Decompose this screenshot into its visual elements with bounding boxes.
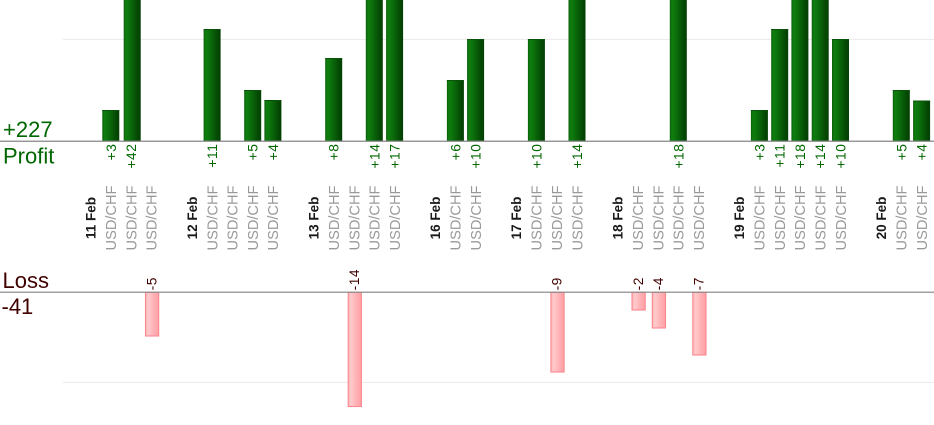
svg-text:+14: +14 — [813, 144, 828, 169]
svg-text:+18: +18 — [671, 144, 686, 169]
svg-text:11 Feb: 11 Feb — [83, 197, 98, 239]
svg-text:+17: +17 — [388, 144, 403, 169]
svg-text:20 Feb: 20 Feb — [874, 197, 889, 240]
svg-text:+5: +5 — [894, 144, 909, 161]
svg-text:-41: -41 — [2, 294, 34, 319]
svg-text:USD/CHF: USD/CHF — [692, 185, 708, 250]
svg-text:+227: +227 — [3, 117, 53, 142]
svg-text:USD/CHF: USD/CHF — [246, 185, 262, 250]
svg-text:USD/CHF: USD/CHF — [368, 185, 384, 250]
svg-text:+18: +18 — [793, 144, 808, 169]
svg-text:+3: +3 — [752, 144, 767, 161]
svg-text:-4: -4 — [651, 277, 666, 290]
svg-text:+6: +6 — [448, 144, 463, 161]
svg-text:19 Feb: 19 Feb — [732, 197, 747, 240]
svg-text:+4: +4 — [266, 144, 281, 161]
svg-text:USD/CHF: USD/CHF — [814, 185, 830, 250]
svg-text:+8: +8 — [327, 144, 342, 161]
svg-text:USD/CHF: USD/CHF — [226, 185, 242, 250]
svg-text:+10: +10 — [469, 144, 484, 169]
svg-text:USD/CHF: USD/CHF — [895, 185, 911, 250]
svg-text:USD/CHF: USD/CHF — [327, 185, 343, 250]
svg-text:USD/CHF: USD/CHF — [347, 185, 363, 250]
svg-text:Profit: Profit — [3, 144, 54, 169]
svg-text:USD/CHF: USD/CHF — [570, 185, 586, 250]
svg-text:Loss: Loss — [3, 268, 49, 293]
svg-text:USD/CHF: USD/CHF — [672, 185, 688, 250]
svg-text:USD/CHF: USD/CHF — [104, 185, 120, 250]
svg-text:+14: +14 — [367, 144, 382, 169]
svg-text:+5: +5 — [246, 144, 261, 161]
svg-text:USD/CHF: USD/CHF — [124, 185, 140, 250]
svg-text:+14: +14 — [570, 144, 585, 169]
svg-text:-9: -9 — [550, 277, 565, 290]
svg-text:USD/CHF: USD/CHF — [388, 185, 404, 250]
svg-text:+4: +4 — [915, 144, 930, 161]
svg-text:USD/CHF: USD/CHF — [205, 185, 221, 250]
svg-text:USD/CHF: USD/CHF — [530, 185, 546, 250]
svg-text:USD/CHF: USD/CHF — [550, 185, 566, 250]
svg-text:+11: +11 — [205, 144, 220, 168]
svg-text:-2: -2 — [631, 277, 646, 290]
svg-text:-7: -7 — [692, 277, 707, 290]
svg-text:USD/CHF: USD/CHF — [449, 185, 465, 250]
svg-text:+3: +3 — [104, 144, 119, 161]
svg-text:16 Feb: 16 Feb — [428, 197, 443, 240]
svg-text:USD/CHF: USD/CHF — [773, 185, 789, 250]
svg-text:-5: -5 — [144, 277, 159, 290]
svg-text:+10: +10 — [529, 144, 544, 169]
svg-text:USD/CHF: USD/CHF — [469, 185, 485, 250]
svg-text:USD/CHF: USD/CHF — [651, 185, 667, 250]
svg-text:USD/CHF: USD/CHF — [834, 185, 850, 250]
svg-text:USD/CHF: USD/CHF — [145, 185, 161, 250]
svg-text:USD/CHF: USD/CHF — [753, 185, 769, 250]
svg-text:+10: +10 — [834, 144, 849, 169]
svg-text:USD/CHF: USD/CHF — [793, 185, 809, 250]
svg-text:USD/CHF: USD/CHF — [631, 185, 647, 250]
svg-text:18 Feb: 18 Feb — [610, 197, 625, 240]
svg-text:+42: +42 — [124, 144, 139, 169]
svg-text:USD/CHF: USD/CHF — [915, 185, 931, 250]
svg-text:-14: -14 — [347, 269, 362, 290]
svg-text:17 Feb: 17 Feb — [509, 197, 524, 240]
svg-text:USD/CHF: USD/CHF — [266, 185, 282, 250]
svg-text:12 Feb: 12 Feb — [185, 197, 200, 240]
svg-text:+11: +11 — [773, 144, 788, 168]
svg-text:13 Feb: 13 Feb — [306, 197, 321, 240]
